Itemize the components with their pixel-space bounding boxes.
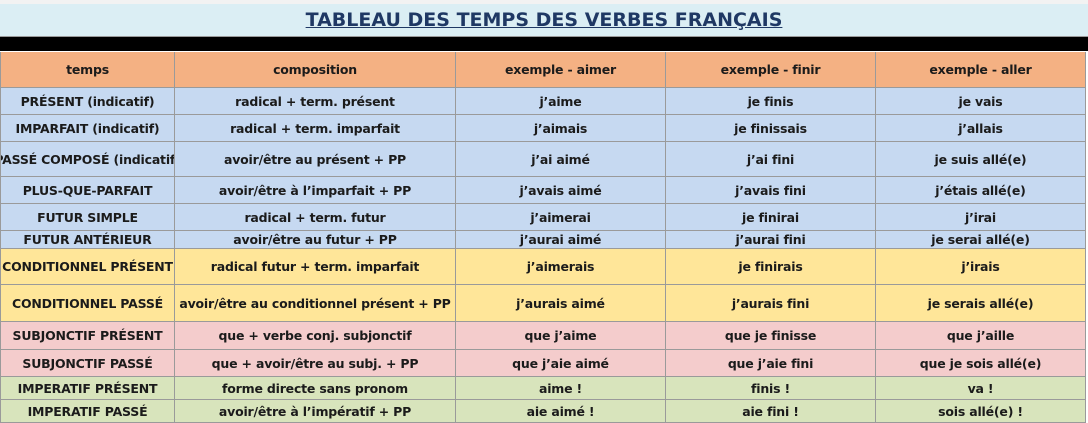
table-cell: aie aimé ! (456, 400, 666, 423)
table-cell: j’aime (456, 88, 666, 115)
table-cell: je suis allé(e) (876, 142, 1086, 177)
table-cell: IMPARFAIT (indicatif) (0, 115, 175, 142)
table-cell: je vais (876, 88, 1086, 115)
table-cell: j’ai fini (666, 142, 876, 177)
table-cell: que j’aime (456, 322, 666, 350)
table-cell: j’aurais aimé (456, 285, 666, 322)
table-cell: PLUS-QUE-PARFAIT (0, 177, 175, 204)
header-cell: exemple - finir (666, 52, 876, 88)
table-cell: avoir/être au présent + PP (175, 142, 456, 177)
table-cell: j’aimais (456, 115, 666, 142)
table-cell: IMPERATIF PASSÉ (0, 400, 175, 423)
table-cell: j’aimerai (456, 204, 666, 231)
table-cell: j’étais allé(e) (876, 177, 1086, 204)
table-cell: radical + term. imparfait (175, 115, 456, 142)
table-cell: avoir/être à l’imparfait + PP (175, 177, 456, 204)
table-cell: j’aurai fini (666, 231, 876, 249)
table-cell: j’allais (876, 115, 1086, 142)
table-cell: avoir/être à l’impératif + PP (175, 400, 456, 423)
table-cell: finis ! (666, 377, 876, 400)
table-cell: FUTUR SIMPLE (0, 204, 175, 231)
table-cell: je finirai (666, 204, 876, 231)
table-cell: que j’aille (876, 322, 1086, 350)
table-cell: je serai allé(e) (876, 231, 1086, 249)
table-cell: j’aimerais (456, 249, 666, 285)
table-cell: radical + term. futur (175, 204, 456, 231)
table-cell: avoir/être au futur + PP (175, 231, 456, 249)
table-cell: je finirais (666, 249, 876, 285)
title-row: TABLEAU DES TEMPS DES VERBES FRANÇAIS (0, 4, 1088, 37)
table-cell: que j’aie aimé (456, 350, 666, 377)
table-cell: je serais allé(e) (876, 285, 1086, 322)
table-cell: j’ai aimé (456, 142, 666, 177)
table-cell: j’irai (876, 204, 1086, 231)
table-cell: j’aurais fini (666, 285, 876, 322)
table-cell: PRÉSENT (indicatif) (0, 88, 175, 115)
header-cell: exemple - aimer (456, 52, 666, 88)
table-cell: PASSÉ COMPOSÉ (indicatif) (0, 142, 175, 177)
table-cell: IMPERATIF PRÉSENT (0, 377, 175, 400)
table-cell: CONDITIONNEL PRÉSENT (0, 249, 175, 285)
table-cell: radical + term. présent (175, 88, 456, 115)
table-cell: je finissais (666, 115, 876, 142)
table-cell: j’avais aimé (456, 177, 666, 204)
table-cell: FUTUR ANTÉRIEUR (0, 231, 175, 249)
table-cell: radical futur + term. imparfait (175, 249, 456, 285)
header-cell: exemple - aller (876, 52, 1086, 88)
title: TABLEAU DES TEMPS DES VERBES FRANÇAIS (305, 9, 783, 31)
table-cell: que j’aie fini (666, 350, 876, 377)
table-cell: CONDITIONNEL PASSÉ (0, 285, 175, 322)
table-cell: que je finisse (666, 322, 876, 350)
table-cell: aie fini ! (666, 400, 876, 423)
header-cell: temps (0, 52, 175, 88)
table-cell: que je sois allé(e) (876, 350, 1086, 377)
table-cell: que + avoir/être au subj. + PP (175, 350, 456, 377)
table-cell: aime ! (456, 377, 666, 400)
table-cell: avoir/être au conditionnel présent + PP (175, 285, 456, 322)
table-cell: que + verbe conj. subjonctif (175, 322, 456, 350)
table-cell: sois allé(e) ! (876, 400, 1086, 423)
table-cell: SUBJONCTIF PASSÉ (0, 350, 175, 377)
table-cell: j’aurai aimé (456, 231, 666, 249)
header-cell: composition (175, 52, 456, 88)
table-cell: forme directe sans pronom (175, 377, 456, 400)
table-cell: SUBJONCTIF PRÉSENT (0, 322, 175, 350)
separator-bar (0, 37, 1088, 51)
table-cell: je finis (666, 88, 876, 115)
table-cell: j’avais fini (666, 177, 876, 204)
table-cell: va ! (876, 377, 1086, 400)
table-cell: j’irais (876, 249, 1086, 285)
